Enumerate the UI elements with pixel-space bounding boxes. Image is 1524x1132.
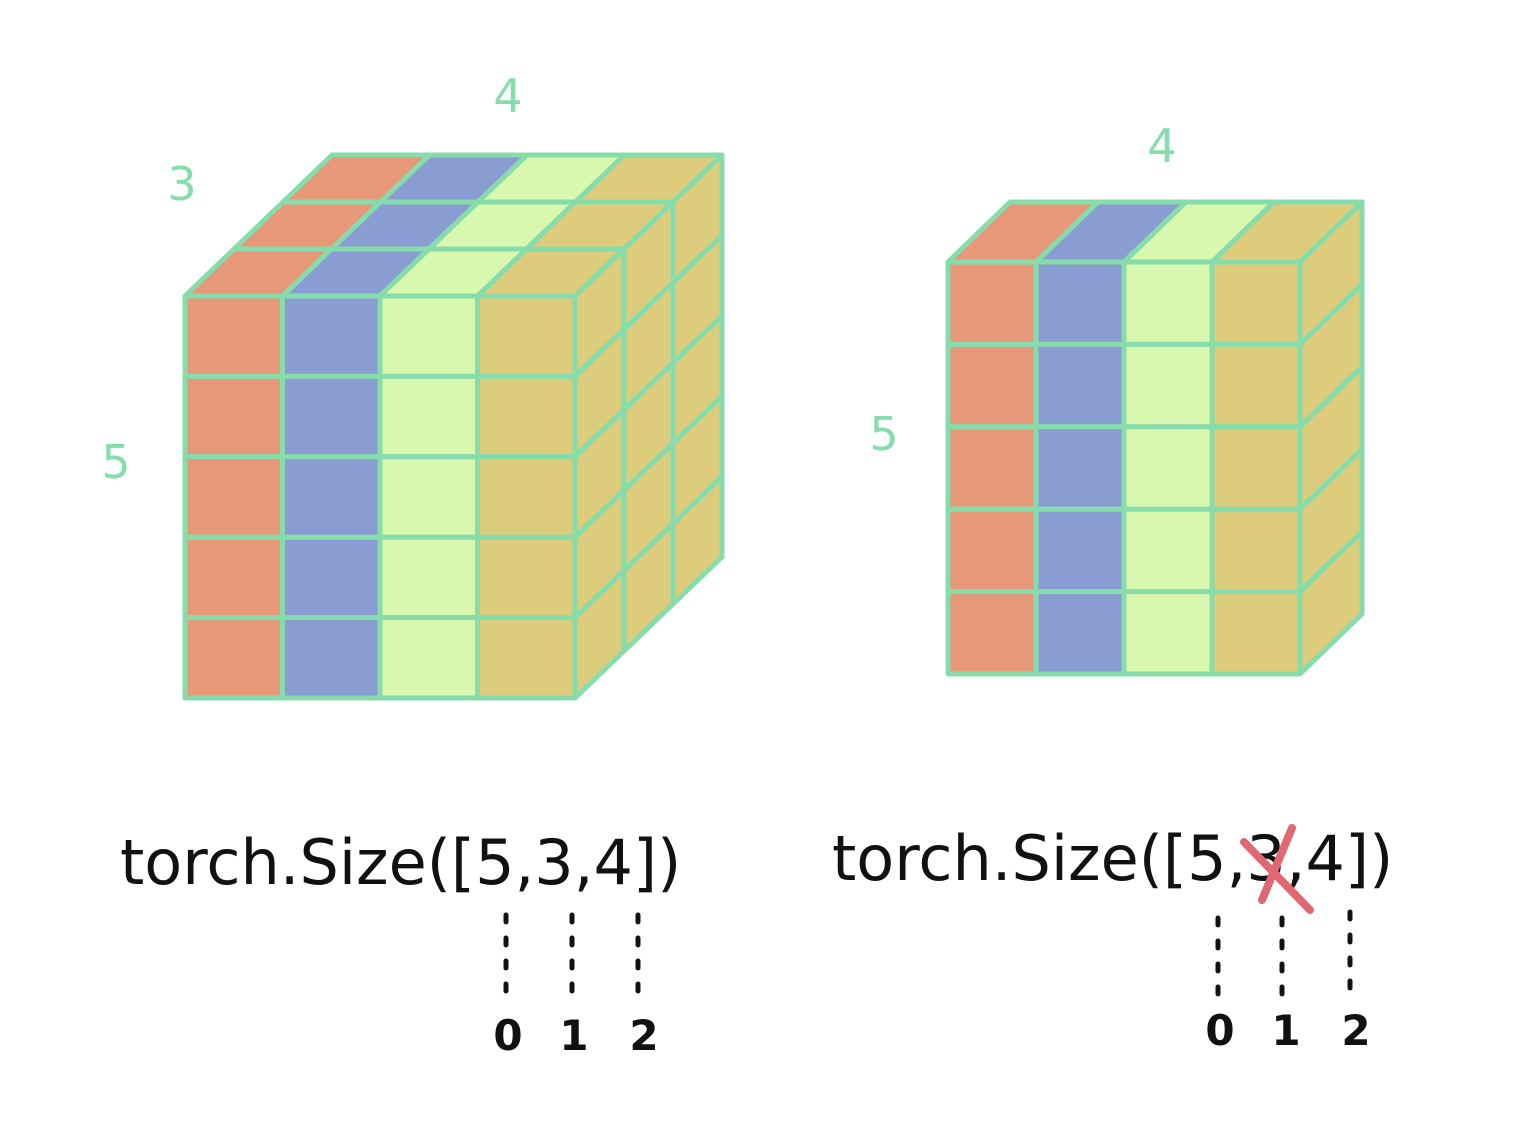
right-dim-2: 4	[1305, 822, 1344, 895]
left-dim-0: 5	[475, 826, 514, 899]
right-index-guides	[1215, 909, 1353, 998]
left-front-cell	[377, 615, 480, 701]
right-front-cell	[945, 589, 1039, 677]
left-index-2: 2	[629, 1011, 658, 1060]
right-front-cell	[1033, 259, 1127, 347]
left-front-cell	[280, 373, 383, 460]
right-front-cell	[945, 341, 1039, 430]
right-front-cell	[945, 506, 1039, 595]
left-front-cell	[182, 373, 285, 460]
right-front-cell	[945, 424, 1039, 512]
right-size-prefix: torch.Size([	[832, 822, 1187, 895]
left-size-suffix: ])	[633, 826, 681, 899]
right-front-cell	[1121, 589, 1215, 677]
right-size-expression: torch.Size([5,3,4])	[832, 822, 1393, 895]
left-front-cell	[475, 615, 578, 701]
left-index-guides	[503, 912, 641, 998]
right-front-cell	[1033, 341, 1127, 430]
right-front-cell	[1121, 506, 1215, 595]
left-dim-1: 3	[534, 826, 573, 899]
right-front-cell	[1209, 589, 1303, 677]
right-front-cell	[945, 259, 1039, 347]
right-front-cell	[1209, 341, 1303, 430]
right-front-cell	[1121, 259, 1215, 347]
right-size-suffix: ])	[1345, 822, 1393, 895]
right-height-label: 5	[869, 407, 898, 461]
left-front-cell	[182, 454, 285, 540]
left-front-cell	[280, 534, 383, 621]
left-front-cell	[182, 293, 285, 379]
right-index-1: 1	[1271, 1006, 1300, 1055]
left-front-cell	[377, 534, 480, 621]
strike-mark-icon	[1240, 824, 1314, 914]
left-front-cell	[280, 293, 383, 379]
svg-text:torch.Size([5,3,4]): torch.Size([5,3,4])	[120, 826, 681, 899]
left-front-cell	[280, 615, 383, 701]
right-front-cell	[1209, 259, 1303, 347]
left-width-label: 4	[493, 69, 522, 123]
cube-5x3x4	[182, 152, 725, 701]
right-front-cell	[1121, 341, 1215, 430]
right-front-cell	[1033, 589, 1127, 677]
left-front-cell	[182, 534, 285, 621]
right-front-cell	[1209, 424, 1303, 512]
left-size-prefix: torch.Size([	[120, 826, 475, 899]
left-front-cell	[377, 454, 480, 540]
left-index-1: 1	[559, 1011, 588, 1060]
right-width-label: 4	[1147, 119, 1176, 173]
left-front-cell	[182, 615, 285, 701]
right-front-cell	[1033, 424, 1127, 512]
left-front-cell	[475, 293, 578, 379]
left-front-cell	[475, 373, 578, 460]
left-front-cell	[280, 454, 383, 540]
right-front-cell	[1209, 506, 1303, 595]
left-front-cell	[377, 373, 480, 460]
left-depth-label: 3	[167, 157, 196, 211]
left-front-cell	[475, 534, 578, 621]
right-index-2: 2	[1341, 1006, 1370, 1055]
svg-text:torch.Size([5,3,4]): torch.Size([5,3,4])	[832, 822, 1393, 895]
left-index-0: 0	[493, 1011, 522, 1060]
right-dim-0: 5	[1187, 822, 1226, 895]
left-front-cell	[475, 454, 578, 540]
cube-5x4	[945, 199, 1365, 677]
left-height-label: 5	[101, 435, 130, 489]
left-front-cell	[377, 293, 480, 379]
right-index-0: 0	[1205, 1006, 1234, 1055]
right-front-cell	[1033, 506, 1127, 595]
left-size-expression: torch.Size([5,3,4])	[120, 826, 681, 899]
right-front-cell	[1121, 424, 1215, 512]
left-dim-2: 4	[593, 826, 632, 899]
